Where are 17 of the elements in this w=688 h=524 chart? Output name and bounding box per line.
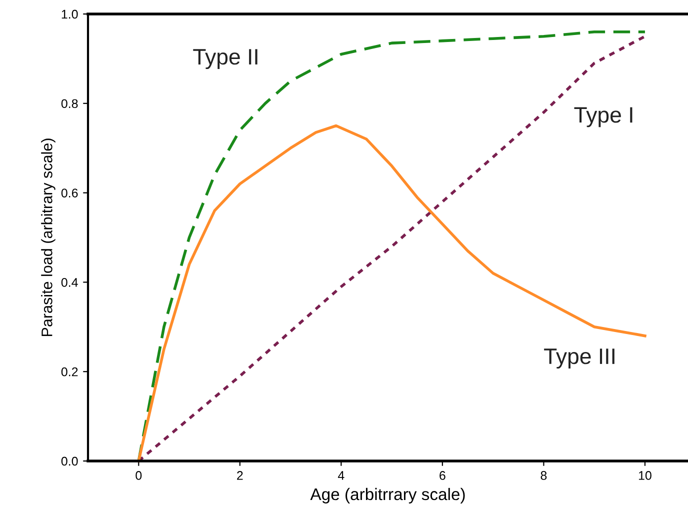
- x-tick-label: 4: [338, 471, 344, 480]
- y-tick-label: 0.4: [61, 278, 78, 287]
- y-tick-label: 0.0: [61, 456, 78, 466]
- y-tick-label: 0.2: [61, 367, 78, 376]
- x-tick-label: 2: [237, 471, 243, 480]
- y-tick-label: 0.8: [61, 99, 78, 108]
- x-tick-label: 10: [638, 471, 652, 480]
- x-axis-title: Age (arbitrrary scale): [310, 488, 465, 504]
- y-axis-title: Parasite load (arbitrary scale): [41, 138, 56, 336]
- series-label: Type III: [544, 348, 614, 369]
- y-tick-label: 0.6: [61, 188, 78, 198]
- x-tick-label: 6: [440, 471, 446, 480]
- x-tick-label: 0: [136, 471, 142, 480]
- series-label: Type II: [193, 49, 258, 70]
- x-tick-label: 8: [540, 471, 547, 480]
- series-label: Type I: [574, 107, 632, 128]
- y-tick-label: 1.0: [62, 10, 78, 19]
